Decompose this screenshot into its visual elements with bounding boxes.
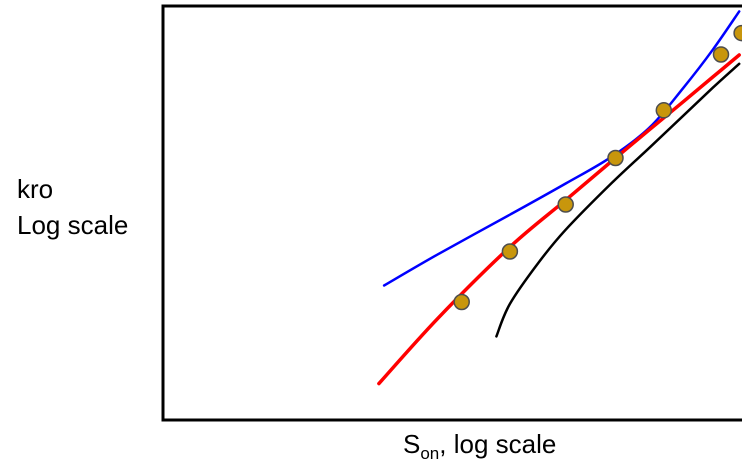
x-axis-label-main: S bbox=[403, 429, 421, 459]
black-curve-2 bbox=[495, 62, 741, 338]
x-axis-label-subscript: on bbox=[420, 444, 440, 463]
x-axis-label: Son, log scale bbox=[403, 429, 556, 464]
data-point-2 bbox=[557, 196, 574, 213]
x-axis-label-suffix: , log scale bbox=[439, 429, 557, 459]
data-point-6 bbox=[733, 24, 742, 42]
data-point-5 bbox=[712, 46, 730, 63]
data-point-0 bbox=[453, 293, 470, 311]
data-point-3 bbox=[607, 149, 624, 167]
y-axis-label-line-1: kro bbox=[17, 174, 54, 204]
plot-frame bbox=[161, 4, 742, 422]
data-point-1 bbox=[501, 243, 519, 260]
y-axis-label-line-2: Log scale bbox=[17, 210, 129, 240]
series-layer bbox=[377, 10, 742, 386]
data-point-4 bbox=[655, 102, 673, 119]
red-line-1 bbox=[377, 53, 741, 386]
